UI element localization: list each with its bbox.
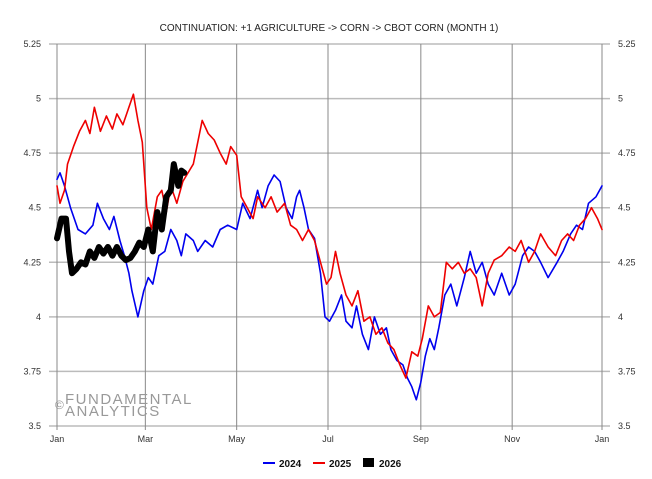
copyright-symbol: © (55, 398, 64, 412)
legend-swatch-2026 (363, 458, 374, 467)
x-tick-label: Jan (50, 434, 65, 444)
x-tick-label: Jul (322, 434, 334, 444)
y-tick-label-right: 3.75 (618, 366, 636, 376)
series-line-2025 (56, 93, 603, 379)
y-tick-label-left: 3.5 (28, 421, 41, 431)
y-tick-label-left: 4.75 (23, 148, 41, 158)
y-tick-label-left: 4 (36, 312, 41, 322)
legend-label-2024: 2024 (279, 459, 302, 470)
watermark-line-2: ANALYTICS (65, 403, 161, 420)
x-tick-label: Sep (413, 434, 429, 444)
y-tick-label-left: 4.25 (23, 257, 41, 267)
x-tick-label: Jan (595, 434, 610, 444)
watermark: © FUNDAMENTAL ANALYTICS (55, 391, 193, 420)
series-line-2026 (54, 161, 188, 277)
y-tick-label-right: 5.25 (618, 39, 636, 49)
legend-label-2025: 2025 (329, 459, 352, 470)
series-line-2024 (56, 172, 603, 401)
x-tick-label: Nov (504, 434, 521, 444)
y-tick-label-left: 5 (36, 94, 41, 104)
y-tick-label-right: 4 (618, 312, 623, 322)
x-tick-label: Mar (138, 434, 154, 444)
y-tick-label-right: 4.75 (618, 148, 636, 158)
y-tick-label-left: 3.75 (23, 366, 41, 376)
y-tick-label-right: 3.5 (618, 421, 631, 431)
y-tick-label-left: 4.5 (28, 203, 41, 213)
chart-title: CONTINUATION: +1 AGRICULTURE -> CORN -> … (160, 23, 499, 34)
legend-label-2026: 2026 (379, 459, 402, 470)
y-tick-label-right: 4.5 (618, 203, 631, 213)
x-tick-label: May (228, 434, 246, 444)
watermark-line-1: FUNDAMENTAL (65, 391, 193, 408)
y-tick-label-left: 5.25 (23, 39, 41, 49)
y-tick-label-right: 4.25 (618, 257, 636, 267)
y-tick-label-right: 5 (618, 94, 623, 104)
